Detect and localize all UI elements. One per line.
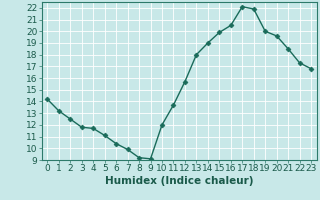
X-axis label: Humidex (Indice chaleur): Humidex (Indice chaleur) (105, 176, 253, 186)
